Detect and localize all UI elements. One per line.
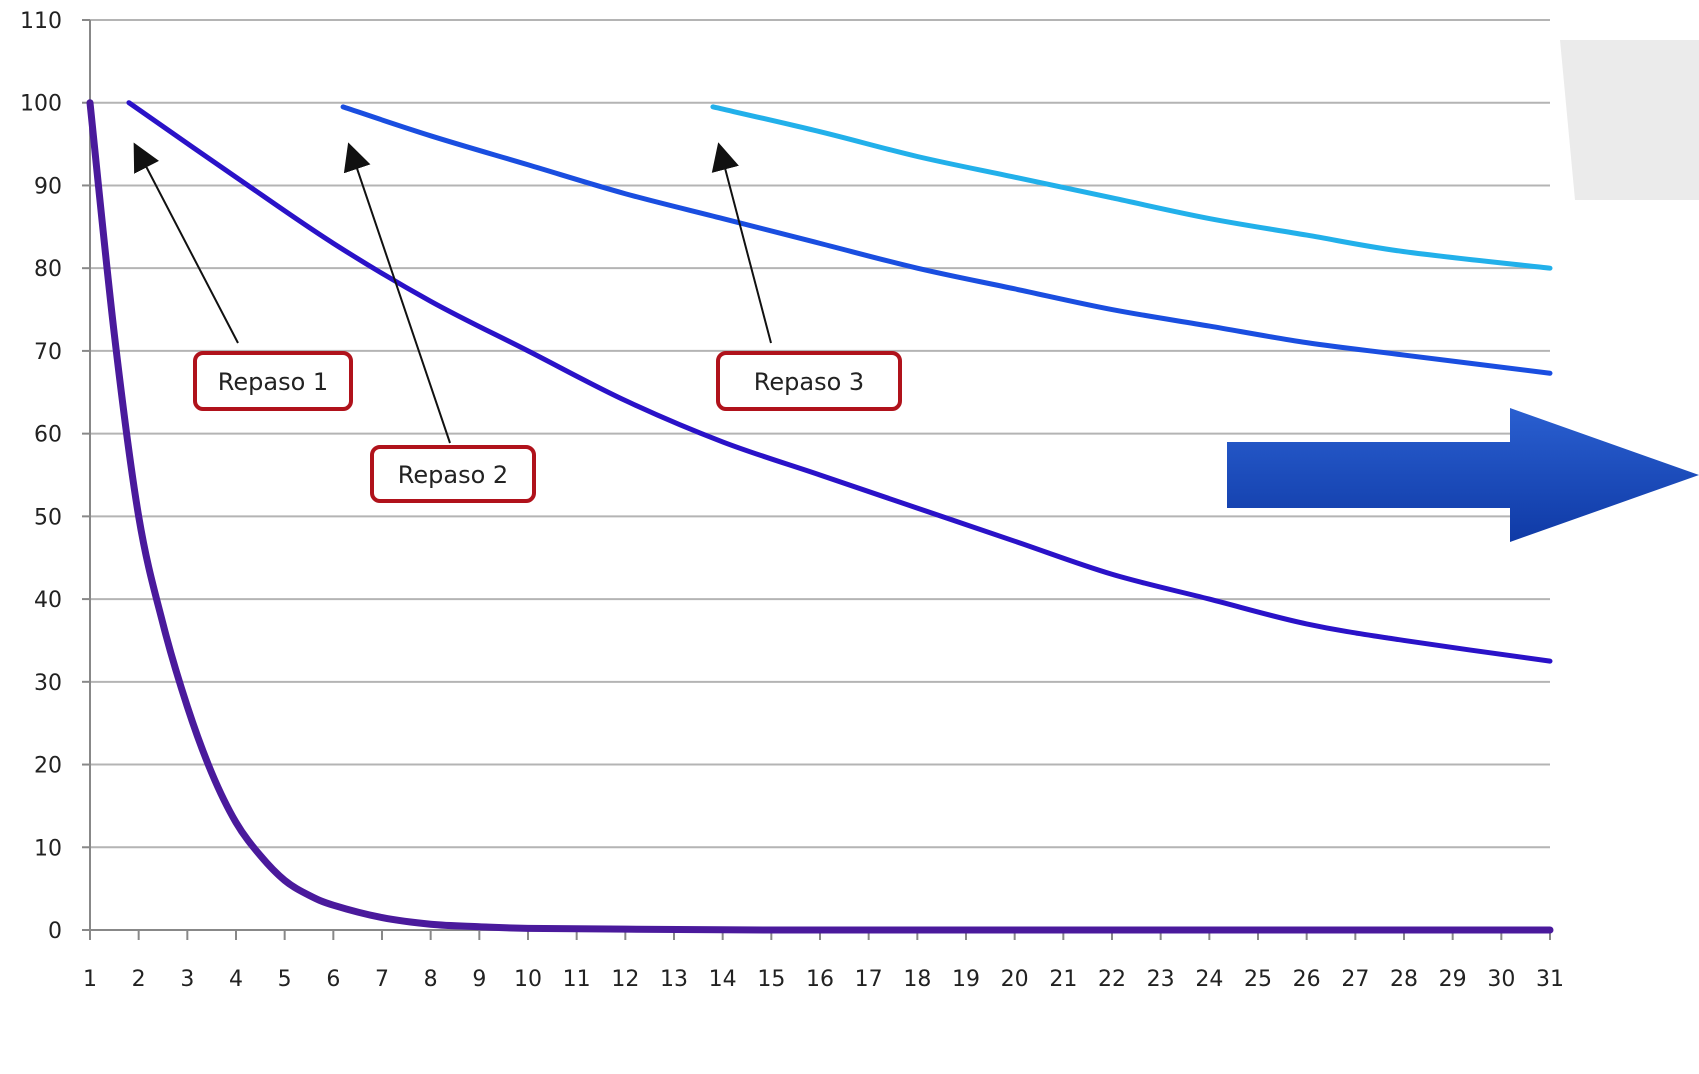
x-tick-label: 6: [326, 967, 340, 992]
x-tick-label: 15: [757, 967, 785, 992]
y-tick-label: 50: [34, 505, 62, 530]
x-tick-label: 26: [1293, 967, 1321, 992]
callout-box: [716, 351, 902, 411]
series-line-2: [126, 100, 1553, 664]
x-tick-label: 31: [1536, 967, 1564, 992]
x-tick-label: 12: [611, 967, 639, 992]
x-tick-label: 30: [1487, 967, 1515, 992]
y-tick-label: 0: [48, 919, 62, 944]
x-tick-label: 11: [563, 967, 591, 992]
y-tick-label: 100: [20, 92, 62, 117]
y-tick-label: 80: [34, 257, 62, 282]
callout-arrow: [343, 142, 451, 444]
frame-edge: [1560, 40, 1699, 200]
x-tick-label: 4: [229, 967, 243, 992]
x-tick-label: 13: [660, 967, 688, 992]
x-tick-label: 17: [855, 967, 883, 992]
x-tick-label: 21: [1049, 967, 1077, 992]
series-line-1: [86, 99, 1554, 934]
x-tick-label: 20: [1001, 967, 1029, 992]
y-tick-label: 20: [34, 754, 62, 779]
x-tick-label: 27: [1341, 967, 1369, 992]
x-tick-label: 22: [1098, 967, 1126, 992]
annotations: Repaso 1 Repaso 2 Repaso 3: [133, 142, 902, 503]
grid-lines: [90, 19, 1550, 849]
y-tick-label: 40: [34, 588, 62, 613]
y-tick-label: 10: [34, 836, 62, 861]
x-tick-label: 10: [514, 967, 542, 992]
series-lines: [86, 99, 1554, 934]
x-tick-label: 19: [952, 967, 980, 992]
series-line-4: [710, 104, 1553, 271]
x-tick-label: 2: [132, 967, 146, 992]
x-tick-label: 24: [1195, 967, 1223, 992]
x-tick-label: 29: [1439, 967, 1467, 992]
x-tick-label: 16: [806, 967, 834, 992]
y-tick-label: 70: [34, 340, 62, 365]
callout-label: Repaso 2: [398, 461, 508, 489]
decorations: [1227, 40, 1699, 542]
x-tick-label: 14: [709, 967, 737, 992]
x-tick-label: 8: [424, 967, 438, 992]
x-tick-label: 5: [278, 967, 292, 992]
x-tick-label: 1: [83, 967, 97, 992]
x-tick-label: 3: [180, 967, 194, 992]
x-tick-label: 25: [1244, 967, 1272, 992]
x-tick-label: 18: [903, 967, 931, 992]
y-tick-label: 90: [34, 174, 62, 199]
callout-arrow: [133, 142, 239, 344]
big-arrow-icon: [1227, 408, 1699, 542]
y-tick-label: 30: [34, 671, 62, 696]
callout-label: Repaso 1: [218, 368, 328, 396]
y-tick-label: 60: [34, 423, 62, 448]
x-tick-label: 9: [472, 967, 486, 992]
callout-label: Repaso 3: [754, 368, 864, 396]
y-tick-label: 110: [20, 9, 62, 34]
x-tick-label: 28: [1390, 967, 1418, 992]
callout-arrow: [711, 142, 772, 344]
x-tick-label: 23: [1147, 967, 1175, 992]
callout-box: [370, 445, 536, 503]
callout-box: [193, 351, 353, 411]
x-tick-label: 7: [375, 967, 389, 992]
series-line-3: [340, 104, 1553, 376]
